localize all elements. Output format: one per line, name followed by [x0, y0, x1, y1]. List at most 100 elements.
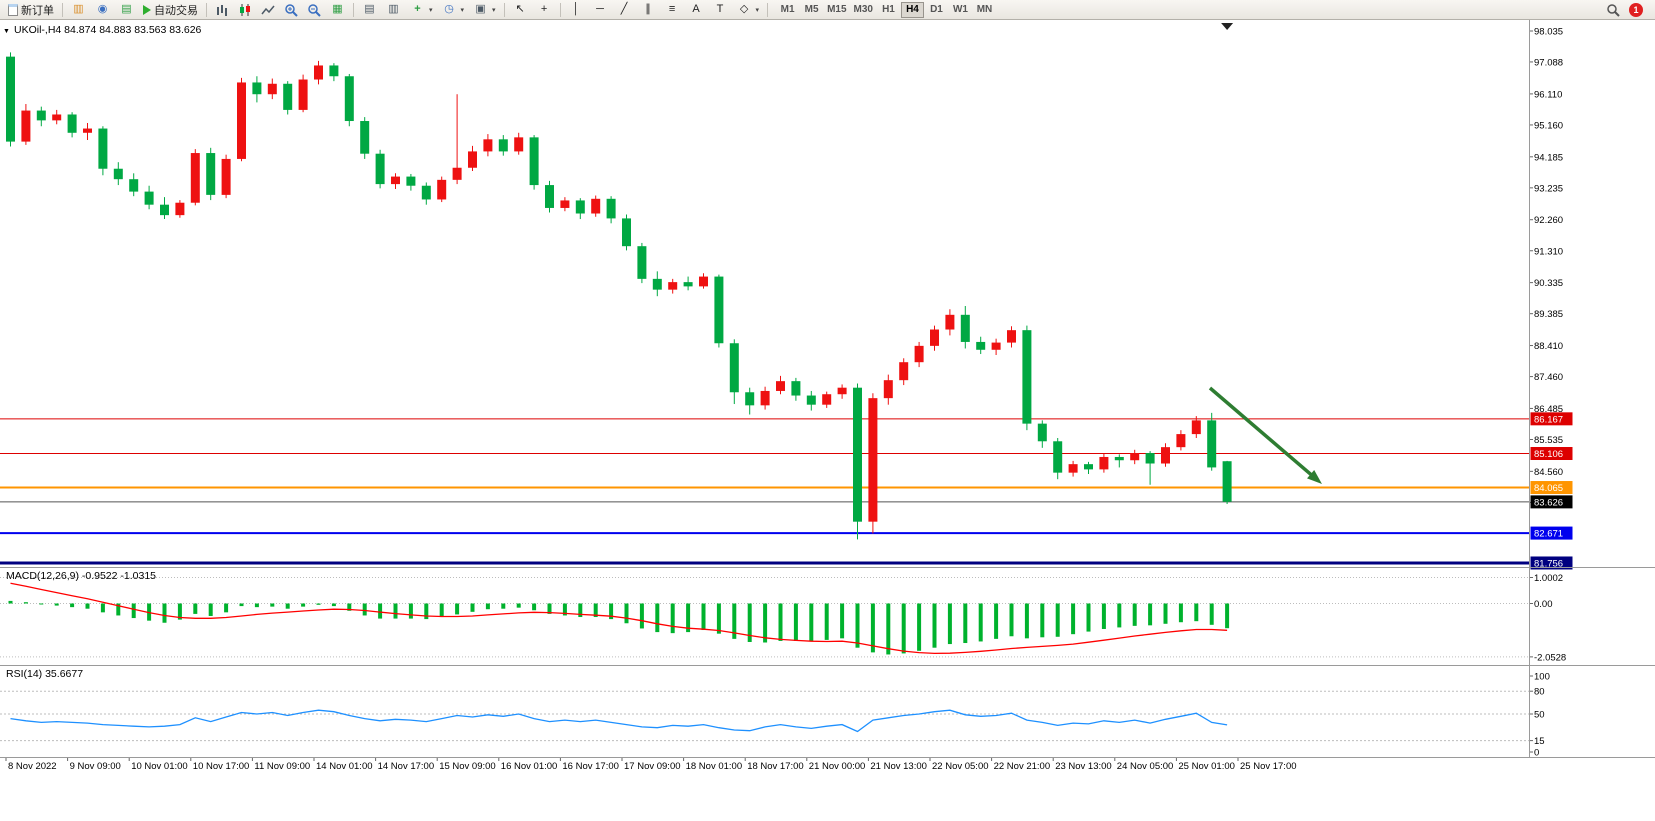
svg-text:84.560: 84.560: [1534, 467, 1563, 478]
period-clock-icon: ◷: [444, 3, 454, 15]
chart-canvas[interactable]: ▼ UKOil-,H4 84.874 84.883 83.563 83.626 1.…: [0, 20, 1655, 821]
zoom-in-icon: [285, 3, 298, 17]
line-chart-icon: [261, 5, 275, 14]
svg-text:98.035: 98.035: [1534, 26, 1563, 37]
svg-text:8 Nov 2022: 8 Nov 2022: [8, 761, 57, 772]
tab-timeframe-h1[interactable]: H1: [877, 2, 900, 18]
chevron-down-icon: ▾: [460, 6, 465, 14]
new-order-icon: [8, 3, 18, 16]
svg-text:23 Nov 13:00: 23 Nov 13:00: [1055, 761, 1112, 772]
navigator-button[interactable]: ◉: [91, 1, 114, 19]
trend-arrow[interactable]: [1208, 386, 1319, 482]
templates-button[interactable]: ▣ ▾: [469, 1, 500, 19]
macd-signal-line: [10, 582, 1228, 655]
zoom-out-button[interactable]: [303, 1, 325, 19]
tab-timeframe-h4[interactable]: H4: [900, 1, 924, 18]
arrange-windows-button[interactable]: ▤: [358, 1, 381, 19]
svg-text:16 Nov 17:00: 16 Nov 17:00: [562, 761, 619, 772]
svg-text:94.185: 94.185: [1534, 152, 1563, 163]
auto-trading-label: 自动交易: [154, 4, 198, 17]
vertical-line-tool-button[interactable]: │: [565, 1, 588, 19]
svg-text:100: 100: [1534, 672, 1550, 683]
bar-chart-mode-button[interactable]: [211, 1, 233, 19]
svg-text:87.460: 87.460: [1534, 372, 1563, 383]
price-tag: [1530, 556, 1573, 570]
tab-timeframe-m1[interactable]: M1: [776, 2, 799, 18]
zoom-in-button[interactable]: [280, 1, 302, 19]
toolbar-separator: [559, 2, 561, 17]
svg-text:80: 80: [1534, 687, 1545, 698]
toolbar-separator: [62, 2, 63, 17]
auto-trading-button[interactable]: 自动交易: [139, 1, 202, 19]
tile-windows-button[interactable]: ▦: [326, 1, 349, 19]
svg-text:25 Nov 17:00: 25 Nov 17:00: [1240, 761, 1297, 772]
svg-text:86.167: 86.167: [1534, 414, 1563, 425]
cascade-windows-icon: ▥: [388, 3, 399, 15]
svg-text:90.335: 90.335: [1534, 278, 1563, 289]
indicators-add-icon: +: [414, 3, 421, 15]
bar-chart-icon: [217, 4, 227, 16]
date-axis: 8 Nov 2022 9 Nov 09:00 10 Nov 01:00 10 Nov …: [5, 757, 1297, 772]
svg-text:1.0002: 1.0002: [1534, 573, 1563, 584]
tab-timeframe-d1[interactable]: D1: [925, 2, 948, 18]
candles: [6, 52, 1232, 540]
svg-text:15: 15: [1534, 736, 1545, 747]
horizontal-line-tool-button[interactable]: ─: [589, 1, 612, 19]
svg-text:10 Nov 17:00: 10 Nov 17:00: [193, 761, 250, 772]
fibonacci-tool-button[interactable]: ≡: [661, 1, 684, 19]
tab-timeframe-mn[interactable]: MN: [973, 2, 996, 18]
svg-text:83.626: 83.626: [1534, 497, 1563, 508]
tab-timeframe-m30[interactable]: M30: [851, 2, 876, 18]
shapes-tool-button[interactable]: ◇ ▾: [733, 1, 764, 19]
cursor-tool-button[interactable]: ↖: [509, 1, 532, 19]
candlestick-icon: [240, 3, 250, 16]
svg-text:50: 50: [1534, 710, 1545, 721]
channel-tool-button[interactable]: ∥: [637, 1, 660, 19]
label-tool-icon: T: [716, 3, 724, 15]
rsi-panel[interactable]: 100 80 50 150 RSI(14) 35.6677: [0, 668, 1550, 759]
text-tool-button[interactable]: A: [685, 1, 708, 19]
svg-text:86.485: 86.485: [1534, 404, 1563, 415]
candlestick-mode-button[interactable]: [234, 1, 256, 19]
price-axis: 98.035 97.088 96.110 95.160 94.185 93.235 92.2…: [1529, 26, 1573, 570]
svg-text:11 Nov 09:00: 11 Nov 09:00: [254, 761, 310, 772]
terminal-icon: ▤: [121, 3, 132, 15]
svg-text:25 Nov 01:00: 25 Nov 01:00: [1178, 761, 1235, 772]
new-order-button[interactable]: 新订单: [4, 1, 58, 19]
rsi-line: [10, 709, 1228, 733]
new-order-label: 新订单: [21, 4, 54, 17]
svg-text:22 Nov 05:00: 22 Nov 05:00: [932, 761, 989, 772]
svg-text:14 Nov 01:00: 14 Nov 01:00: [316, 761, 373, 772]
horizontal-line-icon: ─: [596, 3, 604, 15]
svg-text:15 Nov 09:00: 15 Nov 09:00: [439, 761, 496, 772]
crosshair-tool-button[interactable]: +: [533, 1, 556, 19]
tab-timeframe-w1[interactable]: W1: [949, 2, 972, 18]
label-tool-button[interactable]: T: [709, 1, 732, 19]
indicators-button[interactable]: + ▾: [406, 1, 437, 19]
svg-text:21 Nov 00:00: 21 Nov 00:00: [809, 761, 866, 772]
macd-label: MACD(12,26,9) -0.9522 -1.0315: [6, 570, 156, 582]
fibonacci-icon: ≡: [668, 3, 676, 15]
trendline-icon: ╱: [620, 3, 628, 15]
toolbar: 新订单 ▥ ◉ ▤ 自动交易 ▦ ▤ ▥ + ▾ ◷ ▾ ▣ ▾: [0, 0, 1655, 20]
periods-button[interactable]: ◷ ▾: [438, 1, 469, 19]
macd-panel[interactable]: 1.0002 0.00 -2.0528 MACD(12,26,9) -0.9522 -…: [0, 570, 1566, 663]
charts-button[interactable]: ▥: [67, 1, 90, 19]
tab-timeframe-m5[interactable]: M5: [800, 2, 823, 18]
price-tag: [1530, 412, 1573, 426]
terminal-button[interactable]: ▤: [115, 1, 138, 19]
notification-badge[interactable]: 1: [1629, 2, 1643, 17]
main-chart-panel[interactable]: ▼ UKOil-,H4 84.874 84.883 83.563 83.626: [0, 24, 1529, 565]
trendline-tool-button[interactable]: ╱: [613, 1, 636, 19]
cascade-windows-button[interactable]: ▥: [382, 1, 405, 19]
svg-text:9 Nov 09:00: 9 Nov 09:00: [70, 761, 121, 772]
price-tag: [1530, 495, 1573, 509]
line-chart-mode-button[interactable]: [257, 1, 279, 19]
tab-timeframe-m15[interactable]: M15: [824, 2, 849, 18]
search-button[interactable]: [1602, 1, 1624, 19]
charts-icon: ▥: [73, 3, 84, 15]
last-bar-marker[interactable]: [1221, 23, 1234, 30]
svg-text:93.235: 93.235: [1534, 183, 1563, 194]
svg-text:17 Nov 09:00: 17 Nov 09:00: [624, 761, 681, 772]
